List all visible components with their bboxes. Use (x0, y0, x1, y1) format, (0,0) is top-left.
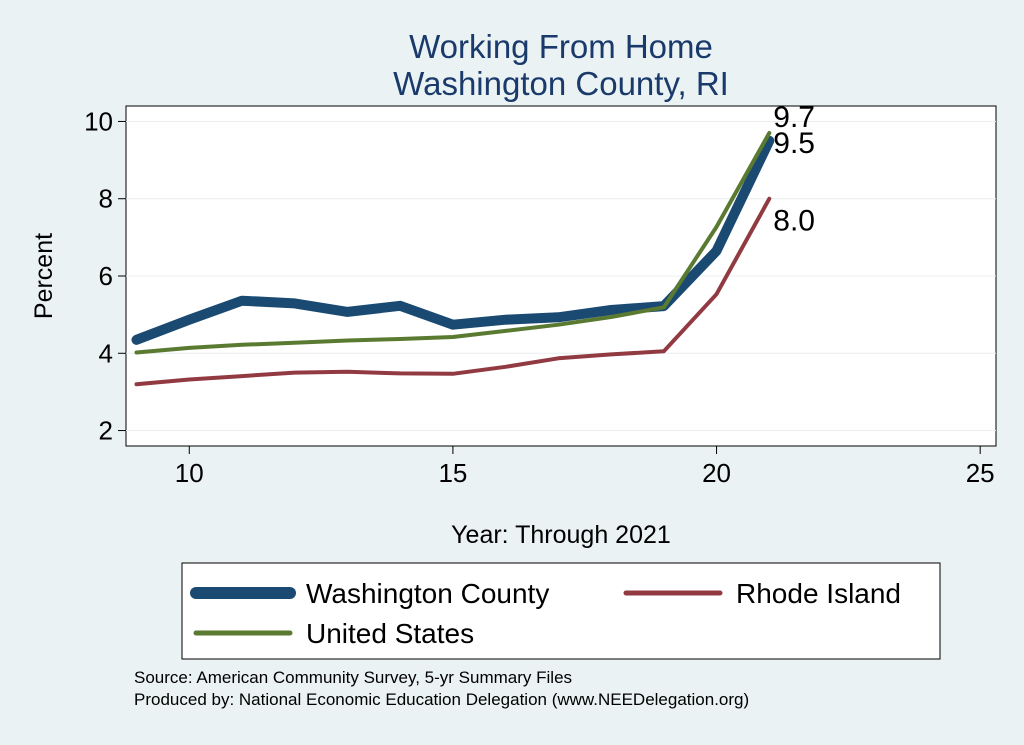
axes: 2 4 6 8 10 10 15 20 25 (84, 106, 995, 488)
x-axis-title: Year: Through 2021 (451, 521, 671, 549)
grid-lines (126, 120, 996, 432)
chart-title-line-2: Washington County, RI (393, 65, 729, 102)
end-label-rhode-island: 8.0 (773, 205, 815, 238)
y-tick-label: 4 (99, 338, 113, 368)
series-line-united-states (134, 131, 772, 355)
x-tick-label: 15 (438, 458, 467, 488)
legend-label: Washington County (306, 578, 549, 609)
end-labels: 9.5 8.0 9.7 (773, 101, 815, 238)
chart-title-line-1: Working From Home (409, 28, 713, 65)
producer-note: Produced by: National Economic Education… (134, 690, 750, 709)
y-axis-title: Percent (30, 233, 58, 319)
y-tick-label: 10 (84, 106, 113, 136)
y-tick-label: 6 (99, 261, 113, 291)
legend-box (181, 562, 941, 660)
end-label-washington-county: 9.5 (773, 127, 815, 160)
x-tick-label: 20 (702, 458, 731, 488)
x-tick-label: 10 (175, 458, 204, 488)
legend: Washington County Rhode Island United Stat… (190, 578, 901, 649)
legend-label: United States (306, 618, 474, 649)
y-tick-label: 8 (99, 184, 113, 214)
y-tick-label: 2 (99, 416, 113, 446)
x-tick-label: 25 (966, 458, 995, 488)
source-note: Source: American Community Survey, 5-yr … (134, 668, 573, 687)
series-lines (131, 131, 775, 387)
legend-label: Rhode Island (736, 578, 901, 609)
end-label-united-states: 9.7 (773, 101, 815, 134)
series-line-rhode-island (134, 196, 772, 387)
